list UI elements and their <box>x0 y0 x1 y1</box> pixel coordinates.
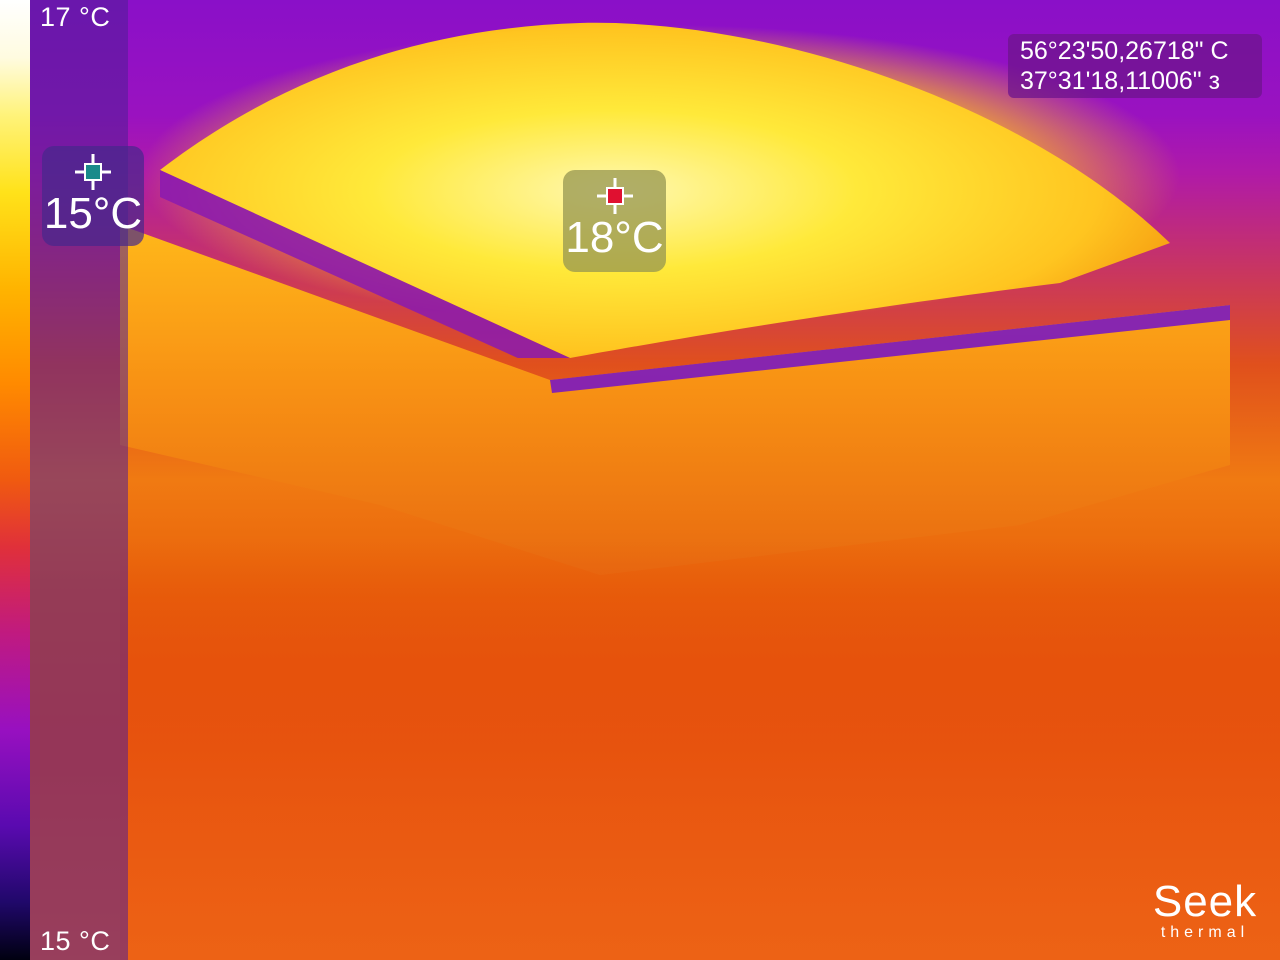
crosshair-icon <box>596 178 633 214</box>
scale-max-label: 17 °C <box>40 2 111 32</box>
seek-thermal-logo: Seek thermal <box>1140 880 1270 942</box>
max-temp-value: 18°C <box>565 213 664 262</box>
gps-coordinates: 56°23'50,26718" С 37°31'18,11006" з <box>1008 34 1262 98</box>
color-scale-bar <box>0 0 30 960</box>
logo-wordmark: Seek <box>1152 877 1258 926</box>
thermal-block-shape <box>120 225 1230 575</box>
min-temp-value: 15°C <box>43 189 143 238</box>
thermal-lower-area <box>120 540 1280 960</box>
max-temp-spot: 18°C <box>563 170 666 272</box>
scale-min-label: 15 °C <box>40 926 111 956</box>
gps-longitude: 37°31'18,11006" з <box>1020 67 1221 95</box>
logo-tagline: thermal <box>1160 924 1250 941</box>
crosshair-icon <box>75 154 111 190</box>
scale-overlay <box>30 0 128 960</box>
gps-latitude: 56°23'50,26718" С <box>1020 37 1229 65</box>
min-temp-spot: 15°C <box>42 146 144 246</box>
